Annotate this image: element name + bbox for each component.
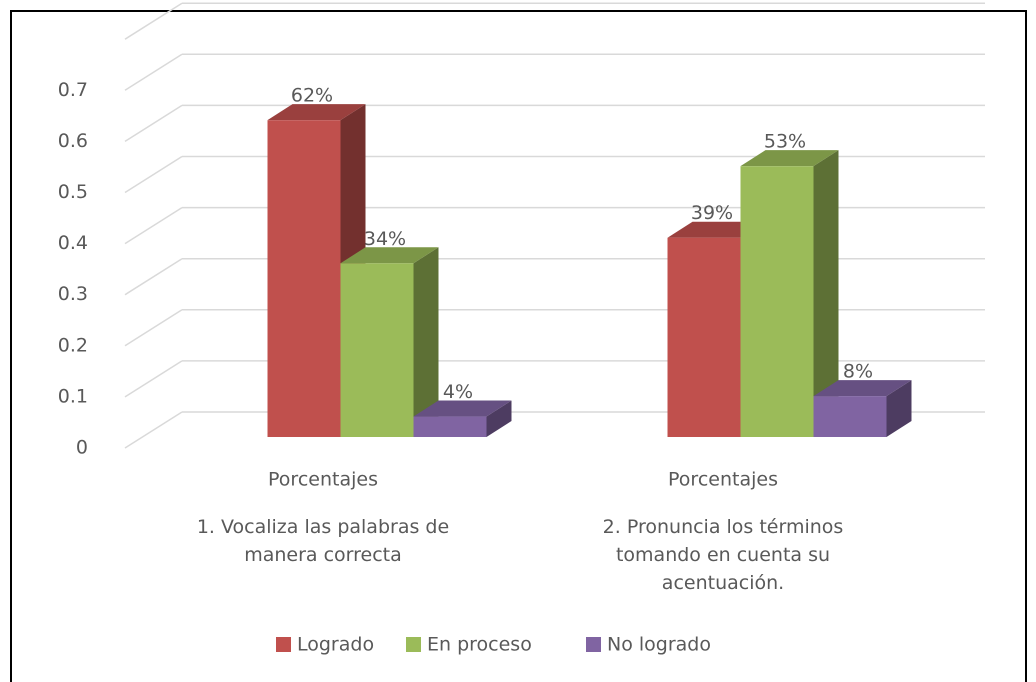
legend-label: En proceso (427, 634, 532, 656)
bar-top (267, 104, 366, 121)
bar (667, 237, 741, 437)
bar (413, 416, 487, 437)
y-tick-label: 0.4 (58, 232, 88, 254)
data-label: 39% (691, 202, 733, 224)
x-sub-label: Porcentajes (668, 469, 778, 491)
data-label: 8% (843, 361, 873, 383)
x-sub-label: Porcentajes (268, 469, 378, 491)
data-label: 62% (291, 85, 333, 107)
grid-line (124, 411, 183, 449)
legend-label: No logrado (607, 634, 711, 656)
grid-line (124, 2, 183, 40)
category-label: 2. Pronuncia los términos tomando en cue… (602, 516, 844, 594)
bar-side (813, 150, 839, 438)
y-tick-label: 0.6 (58, 130, 88, 152)
bar-top (813, 380, 912, 397)
bar-side (886, 380, 912, 437)
bar-side (413, 247, 439, 437)
data-label: 34% (364, 228, 406, 250)
legend-label: Logrado (297, 634, 374, 656)
bar (813, 396, 887, 437)
legend-swatch (586, 637, 601, 652)
bar-side (486, 400, 512, 437)
grid-line (124, 309, 183, 347)
grid-line (124, 360, 183, 398)
bar-top (740, 150, 839, 167)
data-label: 53% (764, 131, 806, 153)
bar-top (413, 400, 512, 417)
legend-swatch (276, 637, 291, 652)
grid-line (124, 206, 183, 245)
data-label: 4% (443, 381, 473, 403)
bar-top (340, 247, 439, 264)
y-tick-label: 0.3 (58, 283, 88, 305)
bar (740, 166, 814, 438)
bar (340, 263, 414, 437)
grid-line (124, 104, 183, 143)
grid-line (124, 258, 183, 296)
y-tick-label: 0.7 (58, 79, 88, 101)
bar (267, 120, 341, 438)
y-tick-label: 0.5 (58, 181, 88, 203)
y-tick-label: 0.1 (58, 385, 88, 407)
y-tick-label: 0.2 (58, 334, 88, 356)
frame (10, 10, 1027, 682)
y-tick-label: 0 (76, 437, 88, 459)
legend-swatch (406, 637, 421, 652)
grid-line (124, 53, 183, 91)
grid-line (124, 155, 183, 194)
category-label: 1. Vocaliza las palabras de manera corre… (196, 516, 450, 566)
